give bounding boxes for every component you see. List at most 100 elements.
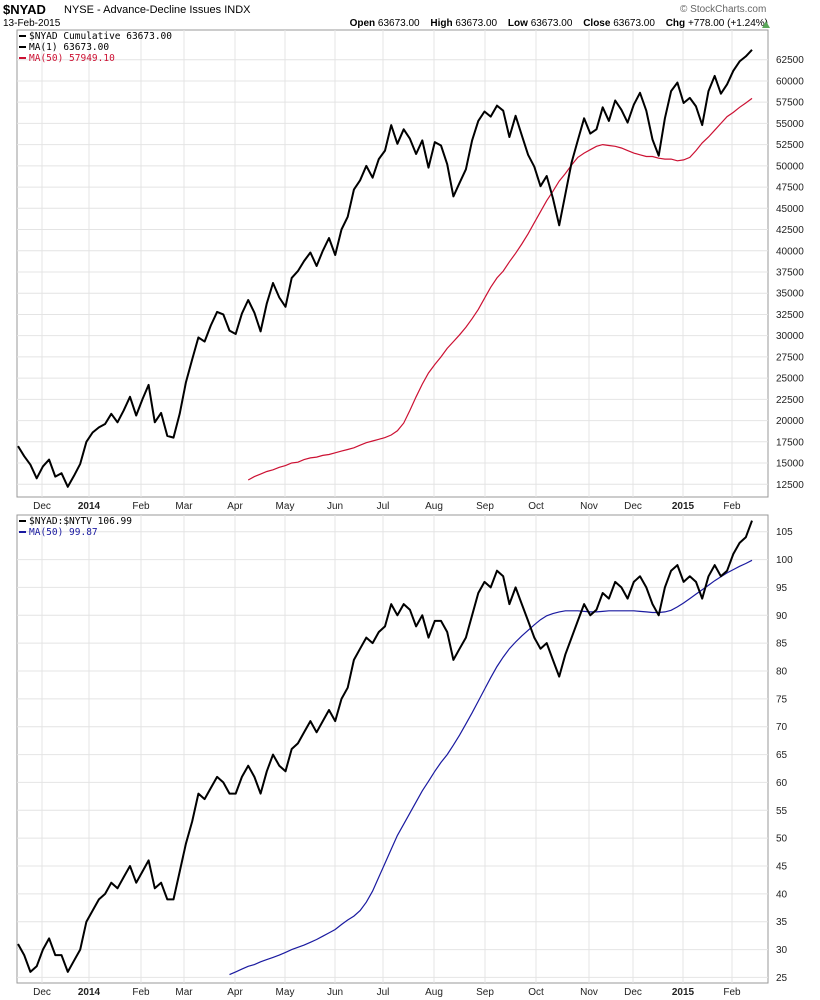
x-tick-label: 2014 xyxy=(78,501,101,512)
x-tick-label: Aug xyxy=(425,501,443,512)
y-tick-label: 55000 xyxy=(776,119,804,130)
y-tick-label: 30000 xyxy=(776,331,804,342)
y-tick-label: 80 xyxy=(776,667,788,678)
x-tick-label: 2015 xyxy=(672,987,695,998)
y-tick-label: 45 xyxy=(776,862,788,873)
x-tick-label: Feb xyxy=(132,987,150,998)
y-tick-label: 25000 xyxy=(776,374,804,385)
ma50-line xyxy=(247,97,753,481)
x-tick-label: Sep xyxy=(476,987,494,998)
y-tick-label: 30 xyxy=(776,945,788,956)
y-tick-label: 40 xyxy=(776,889,788,900)
change-label: Chg xyxy=(665,18,686,29)
x-tick-label: Jun xyxy=(327,987,343,998)
x-tick-label: Dec xyxy=(624,501,642,512)
x-tick-label: Oct xyxy=(528,987,544,998)
y-tick-label: 50 xyxy=(776,834,788,845)
y-tick-label: 60000 xyxy=(776,76,804,87)
y-tick-label: 55 xyxy=(776,806,788,817)
panel-top: 12500 15000 17500 20000 22500 25000 27500 30000… xyxy=(16,29,804,512)
x-tick-label: Sep xyxy=(476,501,494,512)
open-label: Open xyxy=(349,18,376,29)
low-label: Low xyxy=(507,18,528,29)
y-tick-label: 105 xyxy=(776,527,793,538)
x-tick-label: Mar xyxy=(175,501,193,512)
x-tick-label: May xyxy=(276,987,295,998)
y-tick-label: 40000 xyxy=(776,246,804,257)
x-tick-label: 2014 xyxy=(78,987,101,998)
legend-entry: MA(1) 63673.00 xyxy=(29,42,109,53)
y-tick-label: 45000 xyxy=(776,204,804,215)
close-label: Close xyxy=(583,18,611,29)
y-tick-label: 62500 xyxy=(776,55,804,66)
y-tick-label: 35000 xyxy=(776,289,804,300)
x-tick-label: Dec xyxy=(33,987,51,998)
chart-date: 13-Feb-2015 xyxy=(3,18,61,29)
high-label: High xyxy=(430,18,453,29)
plot-frame xyxy=(16,29,769,498)
x-tick-label: 2015 xyxy=(672,501,695,512)
exchange-text: INDX xyxy=(224,4,251,16)
x-tick-label: Feb xyxy=(723,987,741,998)
high-value: 63673.00 xyxy=(455,18,498,29)
x-tick-label: Aug xyxy=(425,987,443,998)
panel-bottom: 25 30 35 40 45 50 55 60 65 70 75 80 85 90 95 100 105 Dec 2… xyxy=(16,514,793,998)
x-tick-label: Dec xyxy=(33,501,51,512)
y-tick-label: 85 xyxy=(776,639,788,650)
x-tick-label: Nov xyxy=(580,987,598,998)
x-tick-label: May xyxy=(276,501,295,512)
y-tick-label: 57500 xyxy=(776,98,804,109)
low-value: 63673.00 xyxy=(530,18,573,29)
copyright-text: © StockCharts.com xyxy=(680,4,767,15)
x-tick-label: Apr xyxy=(227,501,243,512)
y-tick-label: 37500 xyxy=(776,267,804,278)
x-tick-label: Oct xyxy=(528,501,544,512)
price-line xyxy=(17,520,753,973)
x-tick-label: Nov xyxy=(580,501,598,512)
up-arrow-icon xyxy=(762,21,770,28)
x-tick-label: Feb xyxy=(723,501,741,512)
y-tick-label: 25 xyxy=(776,973,788,984)
x-tick-label: Jul xyxy=(377,501,390,512)
y-tick-label: 42500 xyxy=(776,225,804,236)
plot-frame xyxy=(16,514,769,984)
x-tick-label: Feb xyxy=(132,501,150,512)
ohlc-readout: Open 63673.00 High 63673.00 Low 63673.00… xyxy=(350,18,768,29)
y-tick-label: 15000 xyxy=(776,459,804,470)
y-tick-label: 27500 xyxy=(776,352,804,363)
open-value: 63673.00 xyxy=(377,18,420,29)
y-tick-label: 22500 xyxy=(776,395,804,406)
symbol-label: $NYAD xyxy=(3,2,46,17)
y-tick-label: 47500 xyxy=(776,183,804,194)
ma50-line xyxy=(229,559,753,976)
legend-entry: $NYAD:$NYTV 106.99 xyxy=(29,516,132,527)
x-tick-label: Jun xyxy=(327,501,343,512)
y-tick-label: 75 xyxy=(776,694,788,705)
close-value: 63673.00 xyxy=(613,18,655,29)
y-tick-label: 32500 xyxy=(776,310,804,321)
y-tick-label: 50000 xyxy=(776,161,804,172)
x-tick-label: Mar xyxy=(175,987,193,998)
y-tick-label: 35 xyxy=(776,917,788,928)
y-tick-label: 70 xyxy=(776,722,788,733)
y-tick-label: 95 xyxy=(776,583,788,594)
description-text: NYSE - Advance-Decline Issues xyxy=(64,4,222,16)
y-tick-label: 52500 xyxy=(776,140,804,151)
change-value: +778.00 (+1.24%) xyxy=(687,18,768,29)
y-tick-label: 65 xyxy=(776,750,788,761)
legend-entry: MA(50) 57949.10 xyxy=(29,53,115,64)
x-tick-label: Dec xyxy=(624,987,642,998)
x-tick-label: Apr xyxy=(227,987,243,998)
legend-entry: MA(50) 99.87 xyxy=(29,527,98,538)
y-tick-label: 60 xyxy=(776,778,788,789)
y-tick-label: 20000 xyxy=(776,416,804,427)
legend-entry: $NYAD Cumulative 63673.00 xyxy=(29,31,172,42)
y-tick-label: 90 xyxy=(776,611,788,622)
y-tick-label: 17500 xyxy=(776,437,804,448)
chart-header: $NYAD NYSE - Advance-Decline Issues INDX… xyxy=(0,0,820,34)
y-tick-label: 12500 xyxy=(776,480,804,491)
x-tick-label: Jul xyxy=(377,987,390,998)
